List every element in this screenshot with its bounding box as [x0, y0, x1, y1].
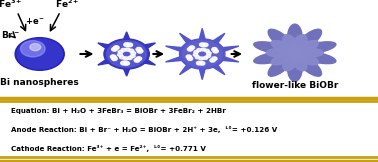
Circle shape — [206, 54, 211, 58]
Circle shape — [137, 49, 143, 53]
Text: $\mathbf{Fe^{3+}}$: $\mathbf{Fe^{3+}}$ — [0, 0, 23, 10]
Circle shape — [121, 48, 126, 52]
Ellipse shape — [268, 53, 296, 76]
Circle shape — [200, 43, 205, 46]
Circle shape — [30, 44, 41, 51]
Ellipse shape — [291, 52, 307, 71]
Circle shape — [112, 57, 117, 61]
Ellipse shape — [294, 53, 322, 76]
Ellipse shape — [283, 52, 299, 71]
Ellipse shape — [293, 51, 319, 65]
Circle shape — [207, 52, 211, 55]
Circle shape — [194, 51, 198, 53]
Circle shape — [203, 57, 208, 59]
Circle shape — [197, 61, 202, 65]
Polygon shape — [166, 56, 185, 62]
Circle shape — [15, 38, 64, 70]
Text: Bi nanospheres: Bi nanospheres — [0, 78, 79, 87]
Ellipse shape — [293, 40, 319, 54]
Text: Anode Reaction: Bi + Br⁻ + H₂O = BiOBr + 2H⁺ + 3e,  ᴸ°= +0.126 V: Anode Reaction: Bi + Br⁻ + H₂O = BiOBr +… — [11, 126, 277, 133]
Polygon shape — [211, 63, 225, 75]
Circle shape — [201, 48, 206, 51]
Circle shape — [199, 57, 203, 60]
Ellipse shape — [296, 42, 336, 55]
Ellipse shape — [294, 29, 322, 53]
Ellipse shape — [266, 48, 296, 57]
Polygon shape — [123, 67, 130, 76]
Circle shape — [197, 48, 201, 52]
Circle shape — [107, 41, 147, 67]
Polygon shape — [123, 32, 130, 41]
Text: Equation: Bi + H₂O + 3FeBr₃ = BiOBr + 3FeBr₂ + 2HBr: Equation: Bi + H₂O + 3FeBr₃ = BiOBr + 3F… — [11, 108, 225, 114]
Circle shape — [131, 52, 136, 55]
Text: flower-like BiOBr: flower-like BiOBr — [252, 81, 338, 90]
Polygon shape — [141, 58, 155, 65]
Circle shape — [212, 48, 217, 51]
Ellipse shape — [287, 53, 302, 81]
Circle shape — [129, 49, 134, 52]
Circle shape — [205, 49, 209, 52]
Circle shape — [193, 53, 198, 56]
Ellipse shape — [268, 29, 296, 53]
Circle shape — [127, 56, 132, 60]
Circle shape — [186, 55, 191, 58]
Ellipse shape — [293, 48, 323, 57]
Ellipse shape — [287, 24, 302, 52]
Ellipse shape — [283, 35, 299, 54]
Polygon shape — [180, 33, 194, 45]
Circle shape — [213, 49, 218, 53]
Circle shape — [130, 54, 135, 58]
Circle shape — [136, 47, 142, 51]
Circle shape — [136, 57, 142, 61]
Text: $\mathbf{Fe^{2+}}$: $\mathbf{Fe^{2+}}$ — [55, 0, 80, 10]
Text: Cathode Reaction: Fe³⁺ + e = Fe²⁺,  ᴸ°= +0.771 V: Cathode Reaction: Fe³⁺ + e = Fe²⁺, ᴸ°= +… — [11, 145, 206, 152]
Polygon shape — [199, 28, 206, 41]
Circle shape — [112, 47, 117, 51]
Circle shape — [189, 46, 195, 49]
Circle shape — [210, 59, 215, 62]
Polygon shape — [220, 46, 239, 52]
Polygon shape — [98, 58, 112, 65]
Circle shape — [110, 55, 116, 59]
Polygon shape — [199, 67, 206, 80]
Circle shape — [203, 43, 208, 47]
Text: $\mathbf{Br^-}$: $\mathbf{Br^-}$ — [1, 29, 20, 40]
Circle shape — [187, 48, 193, 51]
Circle shape — [20, 41, 45, 57]
Circle shape — [187, 57, 193, 60]
Circle shape — [180, 39, 225, 69]
Circle shape — [118, 50, 123, 54]
Ellipse shape — [271, 40, 297, 54]
Ellipse shape — [254, 51, 294, 64]
Polygon shape — [220, 56, 239, 62]
Ellipse shape — [296, 51, 336, 64]
Polygon shape — [211, 33, 225, 45]
Ellipse shape — [291, 35, 307, 54]
Polygon shape — [180, 63, 194, 75]
Circle shape — [212, 57, 217, 60]
Circle shape — [17, 39, 62, 69]
Circle shape — [182, 41, 222, 67]
Circle shape — [125, 48, 130, 51]
Circle shape — [119, 56, 124, 59]
Circle shape — [287, 47, 303, 58]
Circle shape — [195, 56, 200, 59]
Circle shape — [124, 43, 130, 46]
Circle shape — [134, 58, 140, 62]
Text: $\mathbf{+ e^-}$: $\mathbf{+ e^-}$ — [25, 16, 45, 26]
Polygon shape — [141, 43, 155, 50]
Circle shape — [113, 46, 119, 50]
Polygon shape — [98, 43, 112, 50]
Circle shape — [127, 43, 133, 47]
Ellipse shape — [271, 51, 297, 65]
Circle shape — [104, 39, 149, 69]
Polygon shape — [166, 46, 185, 52]
Circle shape — [124, 61, 130, 65]
Ellipse shape — [254, 42, 294, 55]
Circle shape — [118, 53, 122, 56]
Circle shape — [121, 61, 126, 65]
Circle shape — [123, 57, 128, 60]
Circle shape — [200, 62, 205, 65]
